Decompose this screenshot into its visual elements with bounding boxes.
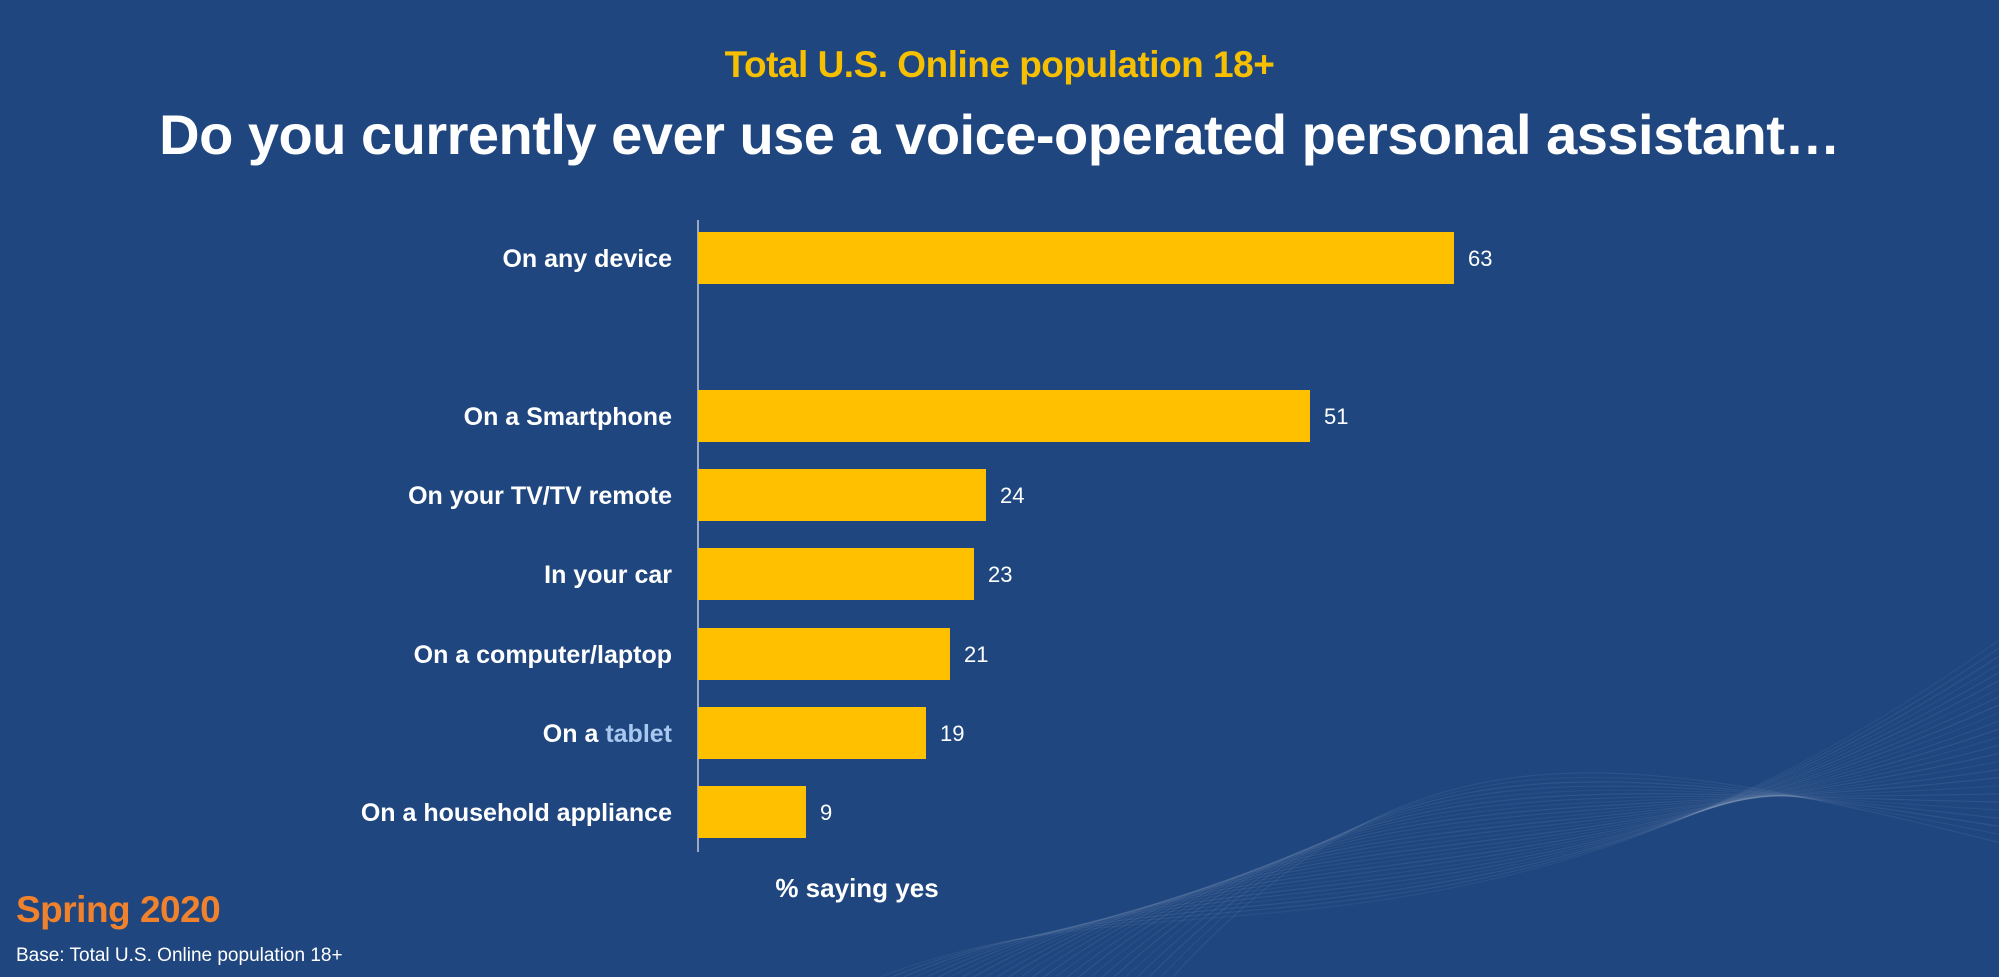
data-label: 23 [988,562,1012,587]
category-label: On a tablet [543,720,673,748]
wave-line [1125,789,1999,977]
category-label: On a computer/laptop [414,641,672,669]
wave-line [996,720,1999,977]
chart-title: Do you currently ever use a voice-operat… [159,103,1840,166]
wave-line [1160,776,1999,977]
data-label: 51 [1324,404,1348,429]
wave-line [961,696,1999,977]
wave-line [949,688,1999,977]
wave-line [1148,781,1999,977]
wave-line [926,671,1999,977]
wave-line [973,704,1999,977]
wave-line [914,663,1999,977]
category-label: In your car [544,561,672,589]
wave-line [1090,785,1999,977]
bar [698,548,974,600]
wave-line [879,639,1999,977]
bar [698,707,926,759]
bar [698,232,1454,284]
wave-line [1055,760,1999,977]
bar [698,786,806,838]
wave-line [891,647,1999,977]
wave-line [1078,777,1999,977]
data-label: 21 [964,642,988,667]
bar [698,469,986,521]
category-label: On your TV/TV remote [408,482,672,510]
wave-line [1172,772,1999,977]
wave-line [1113,793,1999,977]
data-label: 19 [940,721,964,746]
wave-line [938,679,1999,977]
x-axis-label: % saying yes [775,873,938,903]
wave-line [1136,785,1999,977]
season-label: Spring 2020 [16,889,221,930]
wave-line [1008,728,1999,977]
category-label: On a Smartphone [464,403,672,431]
bar [698,390,1310,442]
bar [698,628,950,680]
wave-line [1066,769,1999,977]
wave-line [903,655,1999,977]
data-label: 63 [1468,246,1492,271]
wave-line [1101,793,1999,977]
wave-line [1043,752,1999,977]
wave-line [1020,736,1999,977]
wave-line [984,712,1999,977]
data-label: 24 [1000,483,1024,508]
category-label: On a household appliance [361,799,672,827]
base-note: Base: Total U.S. Online population 18+ [16,945,343,966]
chart-subtitle: Total U.S. Online population 18+ [724,44,1275,85]
wave-line [1031,744,1999,977]
data-label: 9 [820,800,832,825]
category-label: On any device [502,245,672,273]
